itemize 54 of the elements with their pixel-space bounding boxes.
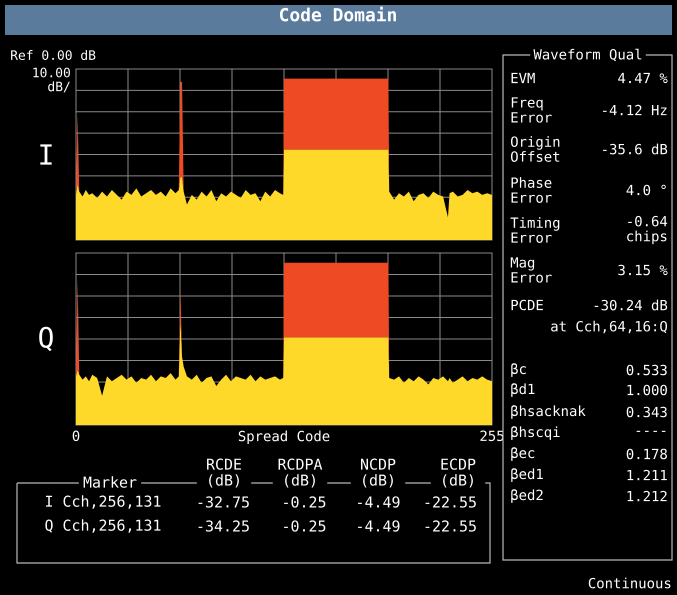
text: -4.12 Hz bbox=[603, 104, 666, 116]
text: ---- bbox=[636, 430, 666, 432]
text: RCDE (dB) bbox=[207, 458, 242, 488]
text: Ref 0.00 dB bbox=[11, 50, 96, 60]
text: βhsacknak bbox=[511, 405, 586, 419]
text: Timing Error bbox=[510, 217, 560, 243]
text: 1.000 bbox=[627, 384, 667, 396]
x-tick-label: 255 bbox=[480, 430, 504, 442]
text: 4.0 ° bbox=[626, 184, 666, 196]
text: RCDPA (dB) bbox=[278, 458, 322, 488]
text: βec bbox=[511, 447, 534, 461]
text: βhscqi bbox=[511, 426, 560, 440]
text: PCDE bbox=[512, 300, 543, 310]
text: Q Cch,256,131 bbox=[45, 519, 160, 533]
text: Continuous bbox=[588, 578, 670, 588]
text: 3.15 % bbox=[618, 264, 668, 276]
text: 0.533 bbox=[626, 364, 667, 376]
text: -35.6 dB bbox=[603, 144, 668, 154]
text: -34.25 bbox=[198, 520, 249, 532]
text: Mag Error bbox=[510, 257, 552, 283]
y-axis-title: Q bbox=[39, 326, 53, 352]
text: Waveform Qual bbox=[533, 48, 642, 62]
text: 0.178 bbox=[626, 448, 667, 460]
y-axis-title: I bbox=[40, 144, 52, 165]
text: -30.24 dB bbox=[594, 300, 668, 310]
text: EVM bbox=[512, 72, 535, 84]
text: βed1 bbox=[511, 468, 543, 482]
text: -0.25 bbox=[284, 496, 326, 508]
text: 4.47 % bbox=[618, 72, 668, 84]
x-axis-title: Spread Code bbox=[238, 430, 330, 444]
text: 10.00 dB/ bbox=[33, 68, 70, 92]
text: -0.25 bbox=[284, 520, 326, 532]
text: Freq Error bbox=[512, 97, 552, 123]
text: Phase Error bbox=[512, 177, 552, 203]
chart-title: Code Domain bbox=[280, 6, 396, 22]
text: Marker bbox=[84, 476, 136, 488]
text: βd1 bbox=[511, 383, 534, 397]
text: 1.212 bbox=[627, 490, 667, 502]
x-tick-label: 0 bbox=[72, 430, 80, 442]
text: -4.49 bbox=[358, 520, 400, 532]
text: at Cch,64,16:Q bbox=[551, 320, 668, 334]
text: I Cch,256,131 bbox=[46, 495, 160, 509]
text: -32.75 bbox=[198, 496, 249, 508]
text: -22.55 bbox=[426, 496, 476, 508]
text: ECDP (dB) bbox=[441, 458, 476, 488]
text: 0.343 bbox=[626, 406, 667, 418]
text: Origin Offset bbox=[511, 136, 560, 162]
text: βed2 bbox=[511, 489, 543, 503]
text: 1.211 bbox=[627, 470, 667, 480]
text: -4.49 bbox=[358, 496, 400, 508]
text: -22.55 bbox=[426, 520, 476, 532]
text: NCDP (dB) bbox=[361, 458, 396, 488]
text: βc bbox=[511, 363, 526, 377]
text: -0.64 chips bbox=[627, 216, 668, 244]
